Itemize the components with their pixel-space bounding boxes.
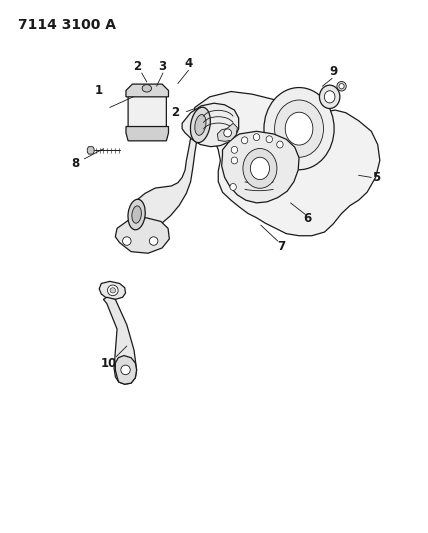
Text: 7: 7: [277, 240, 285, 253]
Ellipse shape: [190, 107, 211, 143]
Polygon shape: [126, 84, 169, 97]
Text: 7114 3100 A: 7114 3100 A: [18, 18, 116, 33]
Text: 4: 4: [184, 58, 193, 70]
Polygon shape: [193, 92, 380, 236]
Ellipse shape: [277, 141, 283, 148]
Ellipse shape: [132, 206, 141, 223]
Ellipse shape: [230, 183, 236, 190]
Text: 10: 10: [101, 357, 117, 369]
Ellipse shape: [195, 115, 206, 135]
Polygon shape: [104, 297, 137, 384]
Ellipse shape: [264, 87, 334, 169]
Ellipse shape: [275, 100, 324, 157]
Ellipse shape: [107, 285, 118, 296]
Polygon shape: [87, 147, 94, 154]
Ellipse shape: [285, 112, 313, 145]
Ellipse shape: [337, 82, 346, 91]
Text: 9: 9: [330, 66, 338, 78]
Ellipse shape: [149, 237, 158, 245]
Text: 6: 6: [303, 212, 312, 225]
Text: 5: 5: [372, 171, 380, 184]
Polygon shape: [126, 126, 169, 141]
Ellipse shape: [266, 136, 273, 143]
Polygon shape: [128, 86, 166, 139]
Text: 2: 2: [171, 106, 179, 119]
Polygon shape: [130, 135, 197, 230]
Ellipse shape: [339, 84, 344, 89]
Ellipse shape: [142, 85, 152, 92]
Polygon shape: [116, 356, 137, 384]
Polygon shape: [217, 123, 238, 141]
Text: 3: 3: [158, 60, 166, 73]
Ellipse shape: [253, 134, 260, 141]
Ellipse shape: [324, 91, 335, 103]
Polygon shape: [99, 281, 125, 300]
Ellipse shape: [243, 149, 277, 188]
Ellipse shape: [250, 157, 270, 180]
Ellipse shape: [128, 199, 145, 230]
Text: 1: 1: [95, 84, 103, 97]
Ellipse shape: [231, 147, 238, 154]
Ellipse shape: [319, 85, 340, 109]
Ellipse shape: [121, 365, 130, 375]
Ellipse shape: [241, 137, 248, 144]
Ellipse shape: [231, 157, 238, 164]
Polygon shape: [116, 217, 169, 253]
Text: 8: 8: [71, 157, 80, 169]
Ellipse shape: [110, 288, 116, 293]
Ellipse shape: [224, 129, 232, 137]
Text: 2: 2: [134, 60, 142, 72]
Polygon shape: [222, 131, 299, 203]
Polygon shape: [182, 103, 239, 147]
Ellipse shape: [122, 237, 131, 245]
